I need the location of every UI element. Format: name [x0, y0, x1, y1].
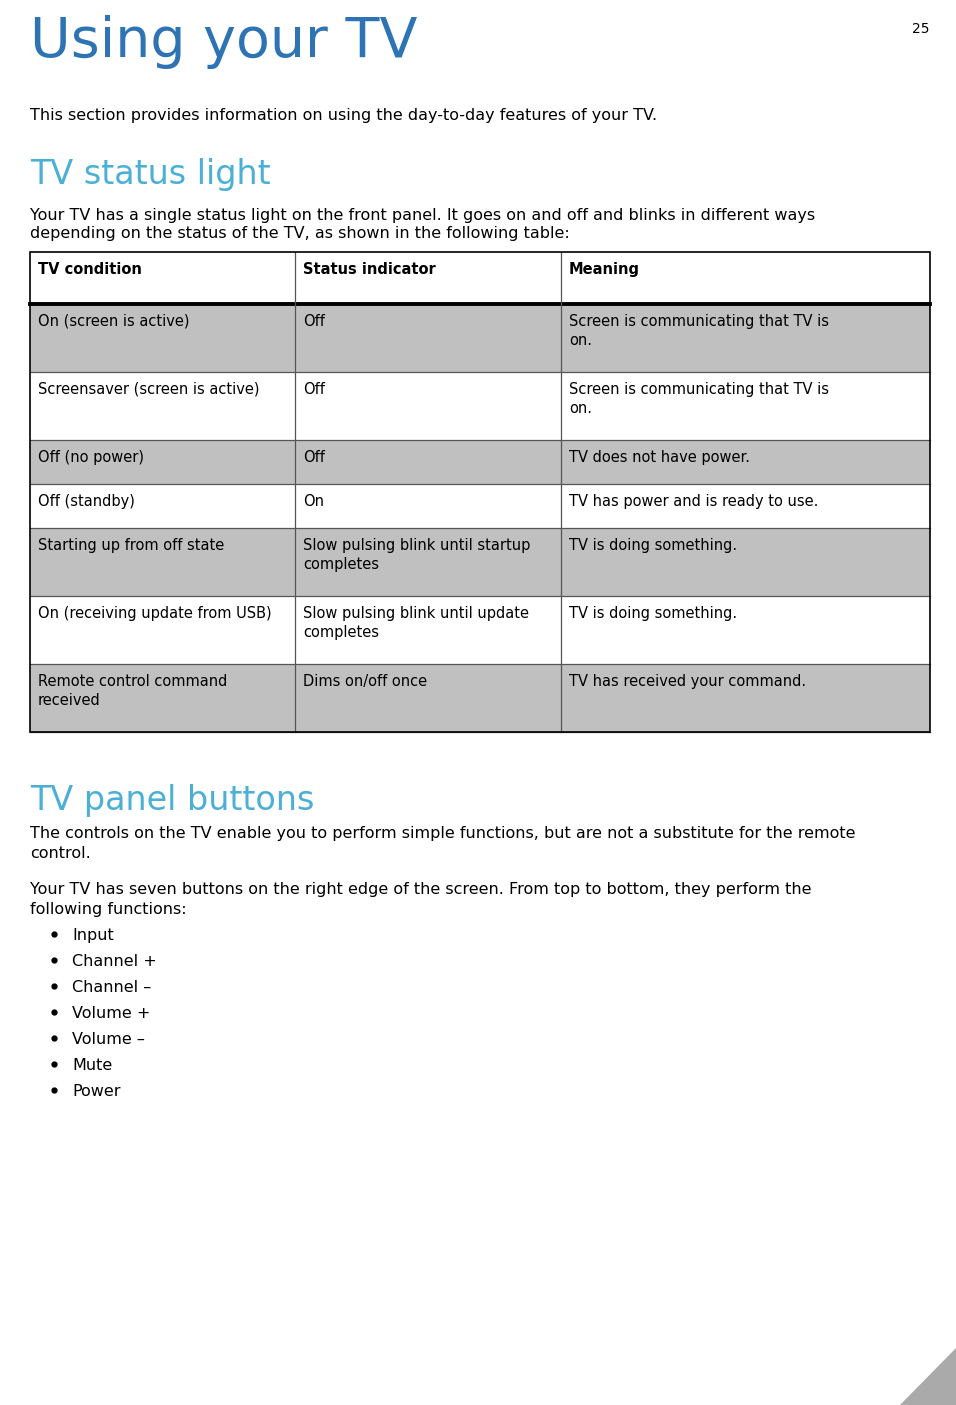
Text: Channel –: Channel – — [72, 981, 151, 995]
Text: Screen is communicating that TV is
on.: Screen is communicating that TV is on. — [569, 382, 829, 416]
Text: Screen is communicating that TV is
on.: Screen is communicating that TV is on. — [569, 313, 829, 348]
Text: Mute: Mute — [72, 1058, 112, 1073]
Text: TV does not have power.: TV does not have power. — [569, 450, 750, 465]
Bar — [30, 251, 930, 732]
Text: TV has power and is ready to use.: TV has power and is ready to use. — [569, 495, 818, 509]
Text: Channel +: Channel + — [72, 954, 157, 969]
Text: Your TV has a single status light on the front panel. It goes on and off and bli: Your TV has a single status light on the… — [30, 208, 815, 223]
Text: Using your TV: Using your TV — [30, 15, 418, 69]
Text: Remote control command
received: Remote control command received — [38, 674, 228, 708]
Text: On (receiving update from USB): On (receiving update from USB) — [38, 606, 272, 621]
Text: TV has received your command.: TV has received your command. — [569, 674, 806, 688]
Text: Off: Off — [303, 450, 325, 465]
Text: Slow pulsing blink until update
completes: Slow pulsing blink until update complete… — [303, 606, 530, 641]
Bar — [30, 483, 930, 528]
Text: TV is doing something.: TV is doing something. — [569, 538, 737, 554]
Text: Off: Off — [303, 313, 325, 329]
Bar — [30, 251, 930, 303]
Text: Status indicator: Status indicator — [303, 261, 436, 277]
Text: Volume +: Volume + — [72, 1006, 150, 1021]
Bar — [30, 372, 930, 440]
Text: Screensaver (screen is active): Screensaver (screen is active) — [38, 382, 259, 398]
Text: depending on the status of the TV, as shown in the following table:: depending on the status of the TV, as sh… — [30, 226, 570, 242]
Text: Dims on/off once: Dims on/off once — [303, 674, 427, 688]
Text: Slow pulsing blink until startup
completes: Slow pulsing blink until startup complet… — [303, 538, 531, 572]
Text: Your TV has seven buttons on the right edge of the screen. From top to bottom, t: Your TV has seven buttons on the right e… — [30, 882, 812, 896]
Text: TV panel buttons: TV panel buttons — [30, 784, 315, 816]
Bar — [30, 440, 930, 483]
Text: following functions:: following functions: — [30, 902, 186, 917]
Text: Starting up from off state: Starting up from off state — [38, 538, 225, 554]
Bar — [30, 528, 930, 596]
Text: 25: 25 — [912, 22, 930, 37]
Bar — [30, 596, 930, 665]
Text: TV is doing something.: TV is doing something. — [569, 606, 737, 621]
Polygon shape — [900, 1347, 956, 1405]
Text: Power: Power — [72, 1085, 120, 1099]
Text: Off: Off — [303, 382, 325, 398]
Text: On (screen is active): On (screen is active) — [38, 313, 189, 329]
Text: This section provides information on using the day-to-day features of your TV.: This section provides information on usi… — [30, 108, 657, 124]
Text: The controls on the TV enable you to perform simple functions, but are not a sub: The controls on the TV enable you to per… — [30, 826, 856, 842]
Text: Off (no power): Off (no power) — [38, 450, 144, 465]
Text: Meaning: Meaning — [569, 261, 640, 277]
Text: TV status light: TV status light — [30, 157, 271, 191]
Bar — [30, 303, 930, 372]
Text: On: On — [303, 495, 324, 509]
Text: Volume –: Volume – — [72, 1033, 145, 1047]
Text: control.: control. — [30, 846, 91, 861]
Text: Input: Input — [72, 927, 114, 943]
Bar — [30, 665, 930, 732]
Text: Off (standby): Off (standby) — [38, 495, 135, 509]
Text: TV condition: TV condition — [38, 261, 141, 277]
